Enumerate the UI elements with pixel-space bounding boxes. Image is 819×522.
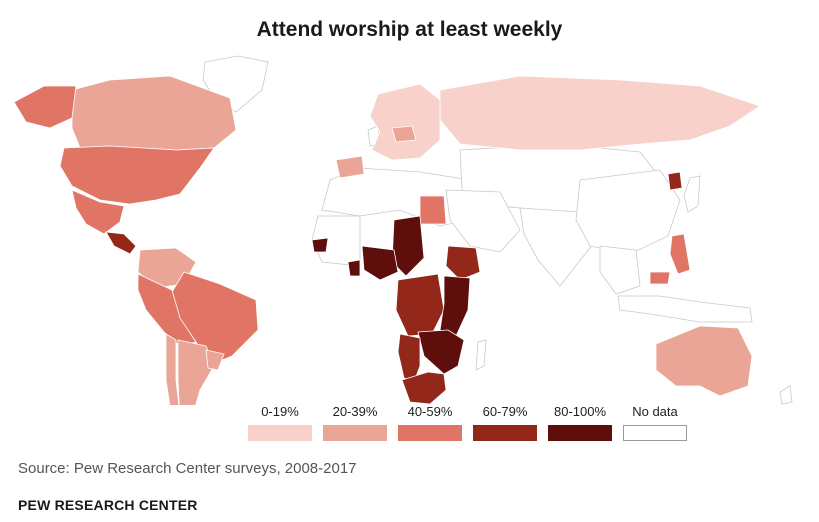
legend-label: 20-39% (332, 404, 378, 419)
angola-namibia[interactable] (397, 333, 421, 383)
nigeria[interactable] (361, 245, 399, 281)
legend-swatch (323, 425, 387, 441)
argentina[interactable] (177, 339, 215, 405)
dr-congo[interactable] (395, 273, 445, 337)
south-korea[interactable] (667, 171, 683, 191)
russia[interactable] (439, 75, 761, 151)
legend-item-nodata: No data (623, 404, 687, 441)
ghana[interactable] (347, 259, 361, 277)
spain[interactable] (335, 155, 365, 179)
zambia-mozambique[interactable] (417, 329, 465, 375)
world-map (13, 55, 793, 405)
western-europe[interactable] (369, 83, 441, 161)
west-africa-outline (311, 215, 361, 267)
malaysia[interactable] (649, 271, 671, 285)
legend-label: 0-19% (261, 404, 299, 419)
legend-label: 40-59% (407, 404, 453, 419)
south-africa[interactable] (401, 371, 447, 405)
senegal[interactable] (311, 237, 329, 253)
legend-swatch (548, 425, 612, 441)
new-zealand-outline (779, 385, 793, 405)
southeast-asia-outline (599, 245, 641, 295)
east-africa[interactable] (439, 275, 471, 337)
china-outline (575, 169, 681, 255)
organization-name: PEW RESEARCH CENTER (18, 497, 198, 513)
australia[interactable] (655, 325, 753, 397)
poland[interactable] (391, 125, 417, 143)
japan-outline (683, 175, 701, 213)
indonesia-outline (617, 295, 753, 323)
source-note: Source: Pew Research Center surveys, 200… (18, 460, 357, 477)
alaska[interactable] (13, 85, 77, 129)
central-america[interactable] (105, 231, 137, 255)
mexico[interactable] (71, 189, 125, 235)
legend-item-c1: 20-39% (323, 404, 387, 441)
legend-item-c2: 40-59% (398, 404, 462, 441)
ethiopia[interactable] (445, 245, 481, 281)
middle-east-outline (445, 189, 521, 253)
usa[interactable] (59, 145, 215, 205)
madagascar-outline (475, 339, 487, 371)
legend-swatch (398, 425, 462, 441)
philippines[interactable] (669, 233, 691, 275)
uruguay[interactable] (205, 349, 225, 371)
legend-item-c4: 80-100% (548, 404, 612, 441)
map-title: Attend worship at least weekly (256, 18, 563, 41)
legend-swatch (473, 425, 537, 441)
legend-label: 80-100% (553, 404, 607, 419)
legend-item-c0: 0-19% (248, 404, 312, 441)
legend-swatch (623, 425, 687, 441)
legend-swatch (248, 425, 312, 441)
legend-label: No data (632, 404, 678, 419)
egypt[interactable] (419, 195, 447, 225)
legend-label: 60-79% (482, 404, 528, 419)
legend-item-c3: 60-79% (473, 404, 537, 441)
chile[interactable] (165, 333, 180, 405)
